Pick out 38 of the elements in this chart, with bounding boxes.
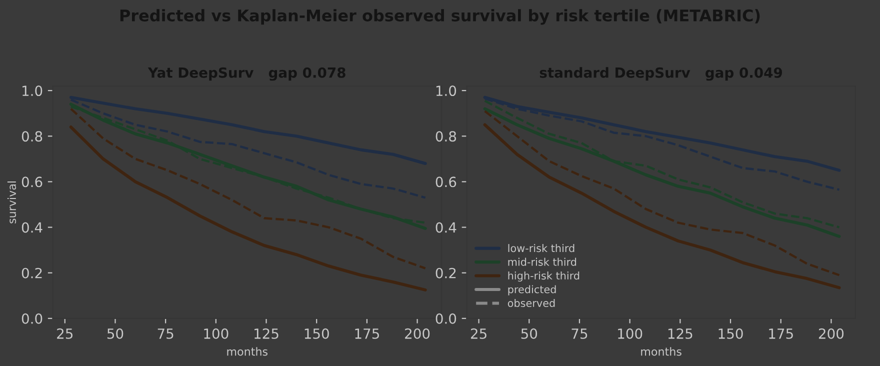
annotation: predicted	[508, 285, 556, 296]
y-tick-label: 0.0	[22, 313, 42, 324]
x-tick-label: 200	[818, 328, 844, 339]
x-tick-label: 75	[572, 328, 588, 339]
x-tick-label: 125	[668, 328, 692, 339]
x-axis-title: months	[227, 347, 268, 356]
x-axis-title: months	[641, 347, 682, 356]
x-tick-label: 100	[618, 328, 642, 339]
x-tick-label: 200	[405, 328, 430, 339]
y-tick-label: 0.0	[436, 313, 456, 324]
x-tick-label: 100	[204, 328, 228, 339]
x-tick-label: 150	[718, 328, 743, 339]
y-axis-title: survival	[7, 181, 16, 224]
y-tick-label: 0.6	[436, 176, 456, 188]
x-tick-label: 125	[254, 328, 278, 339]
y-tick-label: 0.4	[436, 222, 456, 233]
y-tick-label: 1.0	[436, 86, 456, 96]
x-tick-label: 175	[769, 328, 793, 339]
y-tick-label: 1.0	[22, 86, 42, 96]
line-series	[69, 125, 427, 292]
x-tick-label: 25	[57, 328, 73, 339]
legend-label: high-risk third	[508, 272, 580, 282]
x-tick-label: 175	[355, 328, 379, 339]
x-tick-label: 75	[158, 328, 174, 339]
y-tick-label: 0.8	[436, 131, 456, 142]
y-tick-label: 0.4	[22, 222, 42, 233]
legend-label: mid-risk third	[508, 258, 576, 266]
line-series	[70, 108, 426, 270]
x-tick-label: 50	[521, 328, 538, 339]
annotation: observed	[508, 298, 555, 308]
y-tick-label: 0.8	[22, 131, 42, 142]
y-tick-label: 0.2	[22, 268, 42, 278]
y-tick-label: 0.6	[22, 176, 42, 188]
x-tick-label: 50	[107, 328, 124, 339]
x-tick-label: 25	[470, 328, 486, 339]
y-tick-label: 0.2	[436, 268, 456, 278]
legend-label: low-risk third	[508, 244, 574, 252]
x-tick-label: 150	[304, 328, 329, 339]
